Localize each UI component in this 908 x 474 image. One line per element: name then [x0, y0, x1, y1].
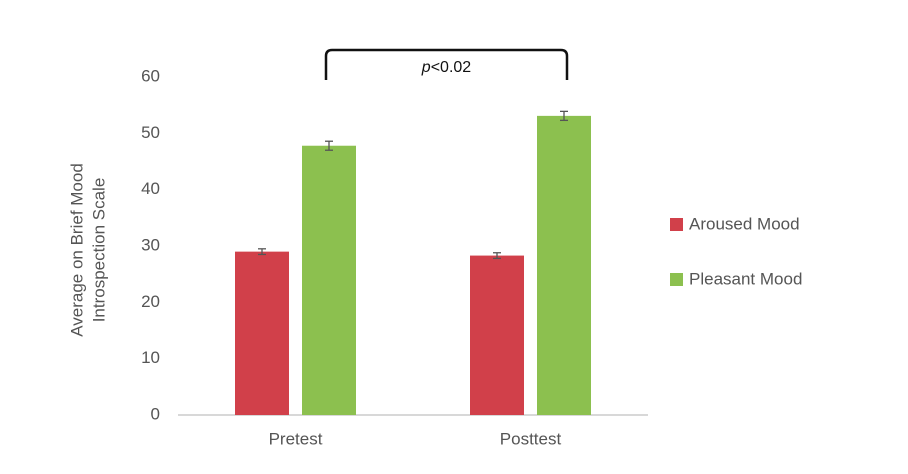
y-axis-title-line: Introspection Scale	[89, 178, 108, 323]
legend-swatch	[670, 273, 683, 286]
legend-label: Pleasant Mood	[689, 269, 802, 288]
error-bar	[560, 110, 568, 122]
x-tick-label: Posttest	[500, 429, 562, 448]
y-tick-label: 0	[151, 404, 160, 423]
error-bar	[258, 248, 266, 256]
legend-swatch	[670, 218, 683, 231]
bar	[235, 251, 289, 415]
bar	[537, 115, 591, 416]
y-tick-label: 40	[141, 179, 160, 198]
y-tick-label: 20	[141, 292, 160, 311]
x-tick-label: Pretest	[269, 429, 323, 448]
annotation-p: p	[421, 59, 431, 76]
legend-label: Aroused Mood	[689, 214, 800, 233]
y-tick-label: 50	[141, 123, 160, 142]
y-tick-label: 10	[141, 348, 160, 367]
annotation: p<0.02	[421, 59, 471, 76]
y-axis-title-line: Average on Brief Mood	[67, 163, 86, 337]
error-bar	[325, 140, 333, 151]
bar	[302, 145, 356, 415]
error-bar	[493, 252, 501, 260]
y-tick-label: 30	[141, 235, 160, 254]
y-axis-title: Average on Brief Mood Introspection Scal…	[67, 163, 108, 337]
annotation-value: <0.02	[431, 59, 472, 76]
y-tick-label: 60	[141, 66, 160, 85]
significance-bracket	[324, 48, 569, 80]
bar	[470, 255, 524, 415]
